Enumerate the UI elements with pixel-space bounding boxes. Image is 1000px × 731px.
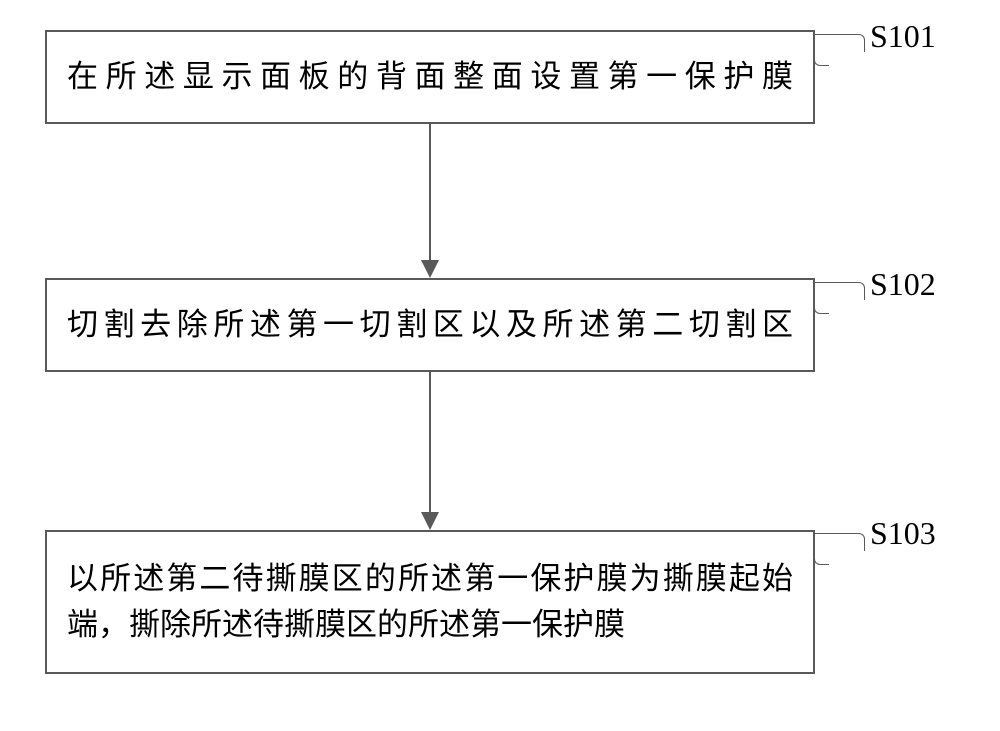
arrow-1-line [429,124,431,260]
step-box-s101: 在所述显示面板的背面整面设置第一保护膜 [45,30,815,124]
step-text-s103: 以所述第二待撕膜区的所述第一保护膜为撕膜起始端，撕除所述待撕膜区的所述第一保护膜 [67,556,793,649]
label-connector-s102 [815,282,865,300]
step-label-s102: S102 [870,266,936,303]
arrow-1-head [421,260,439,278]
step-text-s101: 在所述显示面板的背面整面设置第一保护膜 [67,54,793,101]
step-box-s102: 切割去除所述第一切割区以及所述第二切割区 [45,278,815,372]
label-connector-s101 [815,34,865,52]
label-connector-s103 [815,533,865,551]
step-text-s102: 切割去除所述第一切割区以及所述第二切割区 [67,302,793,349]
step-label-s101: S101 [870,18,936,55]
step-label-s103: S103 [870,515,936,552]
arrow-2-head [421,512,439,530]
step-box-s103: 以所述第二待撕膜区的所述第一保护膜为撕膜起始端，撕除所述待撕膜区的所述第一保护膜 [45,530,815,674]
arrow-2-line [429,372,431,512]
flowchart-canvas: 在所述显示面板的背面整面设置第一保护膜 S101 切割去除所述第一切割区以及所述… [0,0,1000,731]
